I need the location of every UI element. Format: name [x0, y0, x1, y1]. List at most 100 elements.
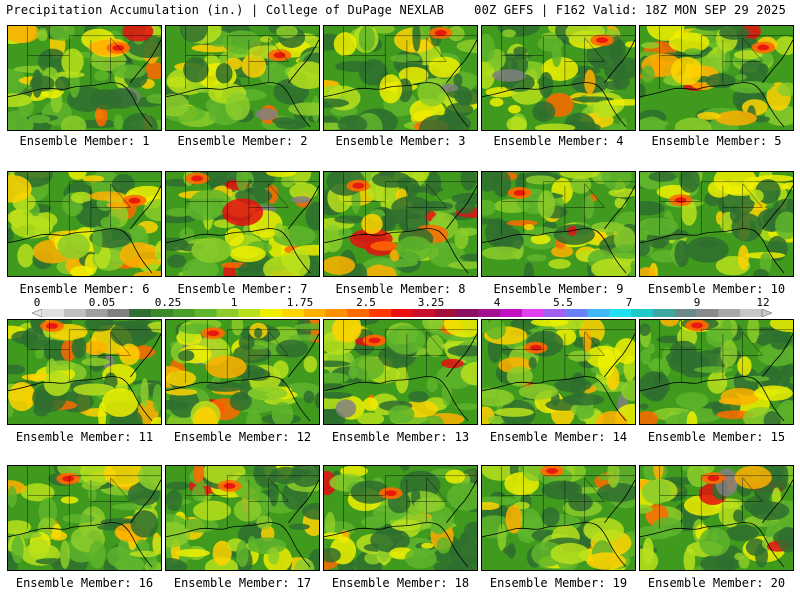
colorbar-bin: [565, 309, 588, 317]
precipitation-map: [8, 172, 161, 276]
ensemble-member-label: Ensemble Member: 2: [177, 134, 308, 148]
ensemble-map-8: [323, 171, 478, 277]
colorbar-bin: [674, 309, 697, 317]
colorbar-bin: [500, 309, 523, 317]
colorbar-bin: [434, 309, 457, 317]
ensemble-member-label: Ensemble Member: 1: [19, 134, 150, 148]
ensemble-map-12: [165, 319, 320, 425]
precipitation-map: [8, 26, 161, 130]
ensemble-member-label: Ensemble Member: 8: [335, 282, 466, 296]
precipitation-map: [166, 320, 319, 424]
colorbar-bin: [631, 309, 654, 317]
precipitation-map: [482, 320, 635, 424]
ensemble-member-label: Ensemble Member: 13: [331, 430, 470, 444]
colorbar-bin: [522, 309, 545, 317]
colorbar-bin: [652, 309, 676, 317]
colorbar-bin: [369, 309, 392, 317]
colorbar-bin: [609, 309, 632, 317]
ensemble-map-1: [7, 25, 162, 131]
ensemble-member-label: Ensemble Member: 11: [15, 430, 154, 444]
ensemble-map-15: [639, 319, 794, 425]
colorbar-bin: [129, 309, 152, 317]
ensemble-map-13: [323, 319, 478, 425]
colorbar-tick-label: 3.25: [417, 296, 445, 309]
map-title: Precipitation Accumulation (in.) | Colle…: [6, 3, 445, 17]
ensemble-map-7: [165, 171, 320, 277]
model-valid-time: 00Z GEFS | F162 Valid: 18Z MON SEP 29 20…: [474, 3, 786, 17]
colorbar-bin: [478, 309, 501, 317]
precipitation-map: [166, 172, 319, 276]
ensemble-member-label: Ensemble Member: 6: [19, 282, 150, 296]
colorbar-tick-label: 5.5: [553, 296, 573, 309]
precipitation-map: [482, 172, 635, 276]
ensemble-map-16: [7, 465, 162, 571]
colorbar-tick-label: 1: [230, 296, 238, 309]
colorbar-tick-label: 0.05: [88, 296, 116, 309]
ensemble-member-label: Ensemble Member: 20: [647, 576, 786, 590]
colorbar-tick-label: 0: [33, 296, 41, 309]
colorbar-bin: [151, 309, 174, 317]
precipitation-map: [482, 466, 635, 570]
ensemble-map-2: [165, 25, 320, 131]
ensemble-map-18: [323, 465, 478, 571]
ensemble-map-11: [7, 319, 162, 425]
precipitation-map: [482, 26, 635, 130]
colorbar-bin: [391, 309, 414, 317]
precipitation-map: [8, 466, 161, 570]
colorbar-bin: [325, 309, 348, 317]
colorbar-tick-label: 12: [756, 296, 770, 309]
colorbar-bin: [696, 309, 719, 317]
colorbar-max-arrow: [761, 309, 772, 317]
colorbar-bin: [740, 309, 763, 317]
precipitation-map: [8, 320, 161, 424]
colorbar-tick-label: 9: [693, 296, 701, 309]
colorbar-tick-label: 2.5: [356, 296, 376, 309]
ensemble-member-label: Ensemble Member: 14: [489, 430, 628, 444]
colorbar-tick-label: 7: [625, 296, 633, 309]
precipitation-colorbar: [32, 309, 772, 317]
precipitation-map: [640, 320, 793, 424]
colorbar-bin: [347, 309, 370, 317]
colorbar-tick-label: 1.75: [286, 296, 314, 309]
colorbar-bin: [260, 309, 283, 317]
colorbar-bin: [718, 309, 741, 317]
ensemble-map-19: [481, 465, 636, 571]
ensemble-member-label: Ensemble Member: 5: [651, 134, 782, 148]
ensemble-member-label: Ensemble Member: 4: [493, 134, 624, 148]
ensemble-map-3: [323, 25, 478, 131]
colorbar-bin: [303, 309, 326, 317]
colorbar-bin: [282, 309, 305, 317]
ensemble-member-label: Ensemble Member: 9: [493, 282, 624, 296]
ensemble-member-label: Ensemble Member: 12: [173, 430, 312, 444]
ensemble-map-10: [639, 171, 794, 277]
colorbar-bin: [587, 309, 610, 317]
precipitation-map: [324, 26, 477, 130]
ensemble-member-label: Ensemble Member: 16: [15, 576, 154, 590]
precipitation-map: [324, 320, 477, 424]
ensemble-map-6: [7, 171, 162, 277]
ensemble-map-5: [639, 25, 794, 131]
colorbar-bin: [216, 309, 239, 317]
colorbar-bin: [172, 309, 196, 317]
precipitation-map: [324, 466, 477, 570]
ensemble-map-9: [481, 171, 636, 277]
ensemble-map-4: [481, 25, 636, 131]
colorbar-bin: [456, 309, 479, 317]
precipitation-map: [166, 466, 319, 570]
ensemble-map-14: [481, 319, 636, 425]
ensemble-member-label: Ensemble Member: 10: [647, 282, 786, 296]
colorbar-bin: [194, 309, 217, 317]
ensemble-map-17: [165, 465, 320, 571]
precipitation-map: [640, 172, 793, 276]
colorbar-bin: [63, 309, 86, 317]
colorbar-bin: [412, 309, 436, 317]
ensemble-member-label: Ensemble Member: 3: [335, 134, 466, 148]
ensemble-map-20: [639, 465, 794, 571]
colorbar-bin: [42, 309, 65, 317]
colorbar-min-arrow: [32, 309, 43, 317]
ensemble-member-label: Ensemble Member: 7: [177, 282, 308, 296]
colorbar-tick-label: 4: [493, 296, 501, 309]
precipitation-map: [324, 172, 477, 276]
colorbar-tick-label: 0.25: [154, 296, 182, 309]
colorbar-bin: [107, 309, 130, 317]
